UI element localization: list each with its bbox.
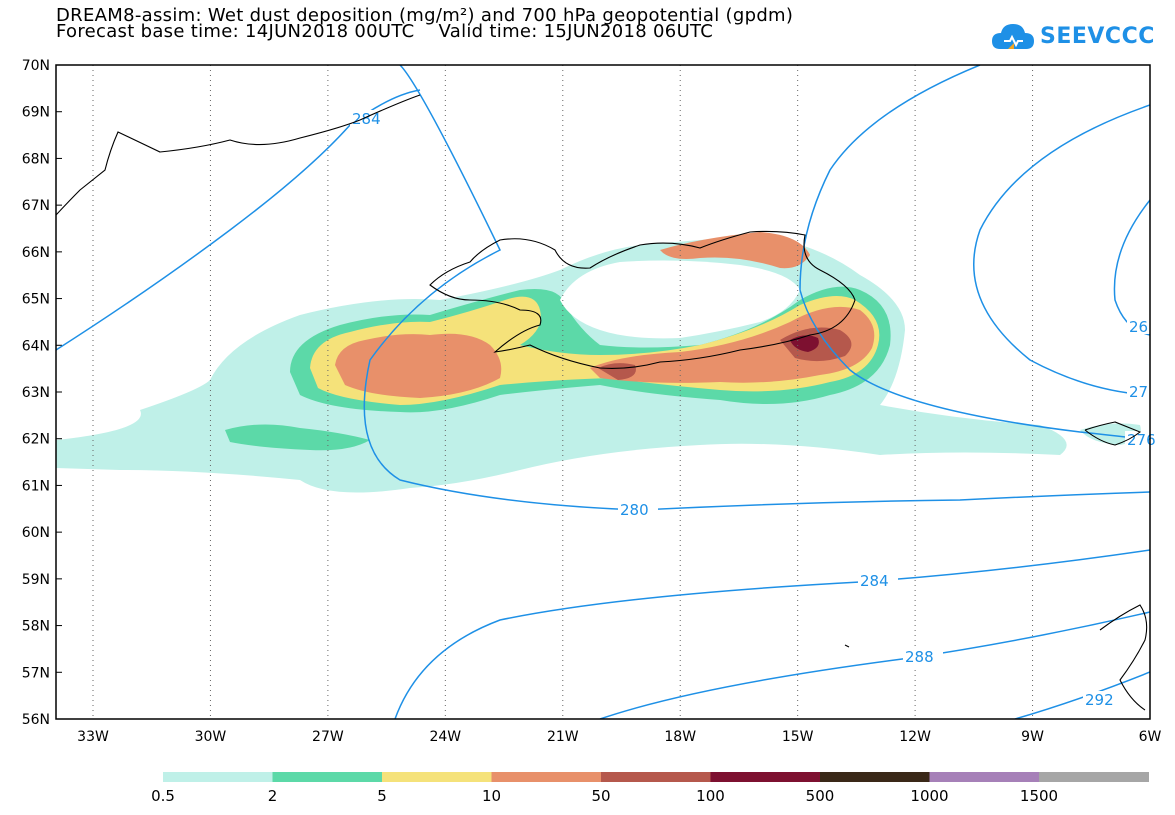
latitude-label: 60N xyxy=(22,525,50,541)
latitude-label: 70N xyxy=(22,58,50,74)
latitude-label: 61N xyxy=(22,478,50,494)
contour-284 xyxy=(394,549,1150,719)
legend-label: 10 xyxy=(482,787,501,805)
chart-title: DREAM8-assim: Wet dust deposition (mg/m²… xyxy=(56,5,794,26)
legend-swatch xyxy=(163,772,273,782)
contour-276 xyxy=(799,65,1150,441)
contour-label: 288 xyxy=(905,648,934,666)
contour-labels: 284 280 284 288 292 276 27 26 xyxy=(350,110,1156,709)
chart-subtitle: Forecast base time: 14JUN2018 00UTC Vali… xyxy=(56,21,714,42)
legend-swatch xyxy=(272,772,383,782)
dust-band-10-west xyxy=(335,333,502,398)
dust-deposition-field xyxy=(56,232,1141,493)
rockall xyxy=(844,644,850,648)
legend-label: 1000 xyxy=(910,787,948,805)
dust-band-100 xyxy=(790,335,819,352)
latitude-label: 63N xyxy=(22,385,50,401)
dust-band-2-patch xyxy=(225,424,370,451)
map-frame xyxy=(55,64,1151,720)
legend-label: 1500 xyxy=(1020,787,1058,805)
legend-labels: 0.5 2 5 10 50 100 500 1000 1500 xyxy=(151,787,1058,805)
latitude-label: 62N xyxy=(22,432,50,448)
contour-label: 26 xyxy=(1129,318,1148,336)
latitude-label: 69N xyxy=(22,105,50,121)
iceland-coast xyxy=(429,230,856,369)
contour-label: 27 xyxy=(1129,383,1148,401)
contour-label: 280 xyxy=(620,501,649,519)
latitude-label: 68N xyxy=(22,151,50,167)
geopotential-contours xyxy=(56,65,1150,719)
contour-272 xyxy=(973,104,1150,396)
legend-swatch xyxy=(382,772,492,782)
dust-north-rim xyxy=(660,232,810,269)
longitude-label: 15W xyxy=(782,729,814,745)
latitude-label: 64N xyxy=(22,338,50,354)
latitude-label: 59N xyxy=(22,572,50,588)
legend-swatch xyxy=(491,772,602,782)
longitude-label: 33W xyxy=(77,729,109,745)
greenland-coast xyxy=(56,94,421,216)
longitude-label: 12W xyxy=(899,729,931,745)
longitude-label: 30W xyxy=(195,729,227,745)
contour-label: 276 xyxy=(1127,431,1156,449)
seevccc-logo: SEEVCCC xyxy=(990,14,1155,58)
contour-280 xyxy=(363,65,1150,511)
legend-label: 5 xyxy=(377,787,387,805)
latitude-label: 65N xyxy=(22,292,50,308)
longitude-label: 27W xyxy=(312,729,344,745)
longitude-label: 21W xyxy=(547,729,579,745)
dust-band-10-east xyxy=(590,306,875,383)
latitude-labels: 70N 69N 68N 67N 66N 65N 64N 63N 62N 61N 60N 59N 58N 5… xyxy=(22,58,50,728)
scotland-coast xyxy=(1099,604,1148,711)
legend-swatch xyxy=(710,772,821,782)
longitude-label: 18W xyxy=(664,729,696,745)
coastlines xyxy=(56,94,1148,711)
color-legend xyxy=(163,772,1149,782)
latitude-label: 56N xyxy=(22,712,50,728)
legend-swatch xyxy=(1039,772,1149,782)
latitude-label: 67N xyxy=(22,198,50,214)
legend-swatch xyxy=(601,772,711,782)
legend-label: 2 xyxy=(268,787,278,805)
contour-label: 284 xyxy=(860,572,889,590)
contour-label: 292 xyxy=(1085,691,1114,709)
legend-swatch xyxy=(929,772,1040,782)
clear-area xyxy=(560,260,800,339)
contour-268 xyxy=(1113,199,1150,336)
latitude-label: 58N xyxy=(22,619,50,635)
latitude-label: 66N xyxy=(22,245,50,261)
legend-label: 500 xyxy=(806,787,835,805)
cloud-icon xyxy=(992,24,1034,49)
longitude-label: 6W xyxy=(1139,729,1162,745)
longitude-labels: 33W 30W 27W 24W 21W 18W 15W 12W 9W 6W xyxy=(77,729,1161,745)
legend-label: 50 xyxy=(591,787,610,805)
latitude-label: 57N xyxy=(22,665,50,681)
legend-label: 0.5 xyxy=(151,787,175,805)
legend-swatch xyxy=(820,772,930,782)
longitude-label: 9W xyxy=(1021,729,1044,745)
legend-label: 100 xyxy=(696,787,725,805)
contour-284-north xyxy=(56,89,421,351)
contour-292 xyxy=(1014,671,1150,719)
logo-text: SEEVCCC xyxy=(1040,23,1155,49)
graticule xyxy=(56,64,1034,720)
faroe-coast xyxy=(1084,421,1142,446)
longitude-label: 24W xyxy=(429,729,461,745)
